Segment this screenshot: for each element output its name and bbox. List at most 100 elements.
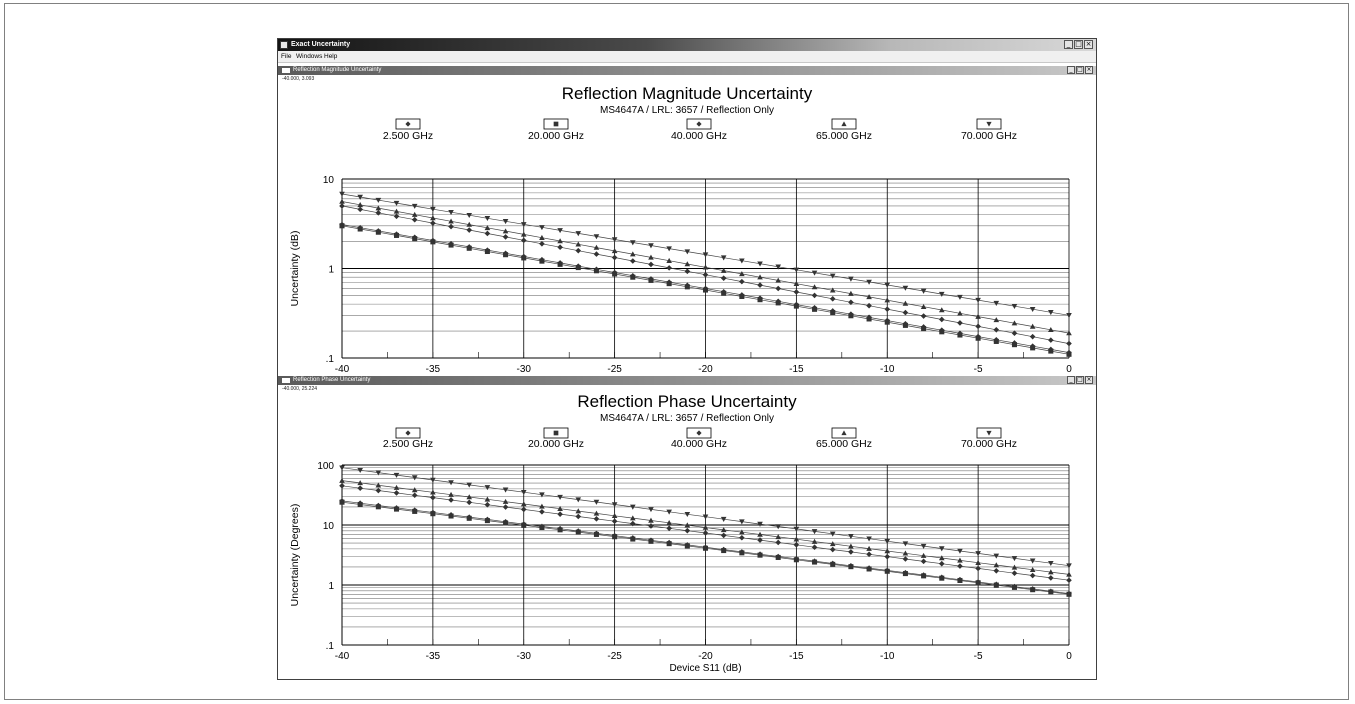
data-point (993, 553, 1000, 559)
magnitude-maximize-button[interactable]: □ (1076, 66, 1084, 74)
data-point (902, 300, 909, 306)
magnitude-window-controls: _ □ × (1067, 66, 1093, 74)
data-point (612, 271, 618, 277)
data-point (975, 565, 981, 572)
data-point (539, 492, 545, 498)
data-point (812, 306, 818, 312)
data-point (921, 573, 927, 579)
x-tick-label: -30 (517, 651, 532, 662)
data-point (648, 243, 654, 249)
data-point (993, 326, 1000, 333)
x-tick-label: -30 (517, 364, 532, 372)
data-point (448, 218, 454, 224)
x-tick-label: -5 (974, 651, 983, 662)
data-point (775, 277, 781, 283)
data-point (339, 223, 345, 229)
legend-marker-icon (696, 430, 702, 436)
data-point (993, 317, 1000, 323)
y-tick-label: 10 (323, 175, 335, 186)
data-point (1048, 326, 1054, 333)
data-point (1066, 313, 1072, 319)
data-point (1029, 306, 1036, 313)
data-point (684, 543, 690, 549)
phase-window-title: Reflection Phase Uncertainty (293, 377, 371, 383)
legend-marker-icon (986, 430, 992, 436)
magnitude-minimize-button[interactable]: _ (1067, 66, 1075, 74)
data-point (938, 560, 945, 567)
data-point (702, 252, 709, 258)
data-point (939, 575, 945, 581)
phase-window-titlebar[interactable]: Reflection Phase Uncertainty _ □ × (278, 376, 1096, 385)
chart-title: Reflection Magnitude Uncertainty (562, 84, 813, 103)
data-point (702, 514, 709, 520)
data-point (339, 499, 345, 505)
data-point (575, 508, 582, 514)
data-point (793, 557, 799, 563)
data-point (357, 194, 363, 200)
maximize-button[interactable]: □ (1074, 40, 1083, 49)
data-point (466, 499, 473, 506)
data-point (702, 545, 709, 551)
minimize-button[interactable]: _ (1064, 40, 1073, 49)
app-titlebar[interactable]: Exact Uncertainty _ □ × (278, 39, 1096, 51)
data-point (339, 483, 345, 489)
close-button[interactable]: × (1084, 40, 1093, 49)
data-point (1011, 330, 1018, 337)
magnitude-close-button[interactable]: × (1085, 66, 1093, 74)
data-point (521, 522, 527, 528)
data-point (1011, 303, 1018, 309)
data-point (775, 534, 781, 540)
y-tick-label: 100 (317, 461, 334, 472)
data-point (702, 264, 709, 270)
phase-close-button[interactable]: × (1085, 376, 1093, 384)
data-point (1048, 589, 1054, 595)
chart-title: Reflection Phase Uncertainty (577, 392, 797, 411)
app-icon (280, 41, 288, 49)
data-point (938, 291, 945, 297)
data-point (1048, 348, 1054, 354)
data-point (520, 501, 527, 507)
data-point (848, 534, 854, 540)
data-point (1030, 345, 1036, 351)
data-point (375, 197, 382, 203)
phase-chart[interactable]: Reflection Phase Uncertainty MS4647A / LR… (278, 385, 1096, 679)
magnitude-window-titlebar[interactable]: Reflection Magnitude Uncertainty _ □ × (278, 66, 1096, 75)
data-point (394, 232, 400, 238)
data-point (920, 552, 927, 558)
data-point (1029, 558, 1036, 564)
data-point (884, 282, 891, 288)
data-point (921, 326, 927, 332)
data-point (557, 238, 563, 244)
data-point (829, 546, 836, 553)
data-point (666, 265, 672, 271)
data-point (1066, 330, 1072, 336)
y-tick-label: 1 (328, 265, 334, 276)
data-point (339, 191, 345, 197)
menu-file[interactable]: File (281, 53, 292, 60)
data-point (975, 335, 981, 341)
menu-windows[interactable]: Windows (296, 53, 323, 60)
data-point (1066, 340, 1072, 347)
data-point (593, 268, 599, 274)
data-point (902, 285, 909, 291)
data-point (1011, 320, 1018, 326)
data-point (375, 487, 382, 494)
data-point (630, 504, 636, 510)
data-point (975, 297, 981, 303)
phase-maximize-button[interactable]: □ (1076, 376, 1084, 384)
data-point (829, 531, 836, 537)
data-point (1066, 563, 1072, 569)
data-point (630, 240, 636, 246)
data-point (503, 520, 509, 526)
data-point (975, 551, 981, 557)
data-point (866, 545, 872, 551)
menu-help[interactable]: Help (324, 53, 338, 60)
magnitude-chart[interactable]: Reflection Magnitude Uncertainty MS4647A … (278, 75, 1096, 372)
data-point (411, 492, 418, 499)
data-point (721, 290, 727, 296)
data-point (993, 582, 999, 588)
phase-minimize-button[interactable]: _ (1067, 376, 1075, 384)
data-point (793, 303, 799, 309)
data-point (939, 329, 945, 335)
data-point (430, 239, 436, 245)
